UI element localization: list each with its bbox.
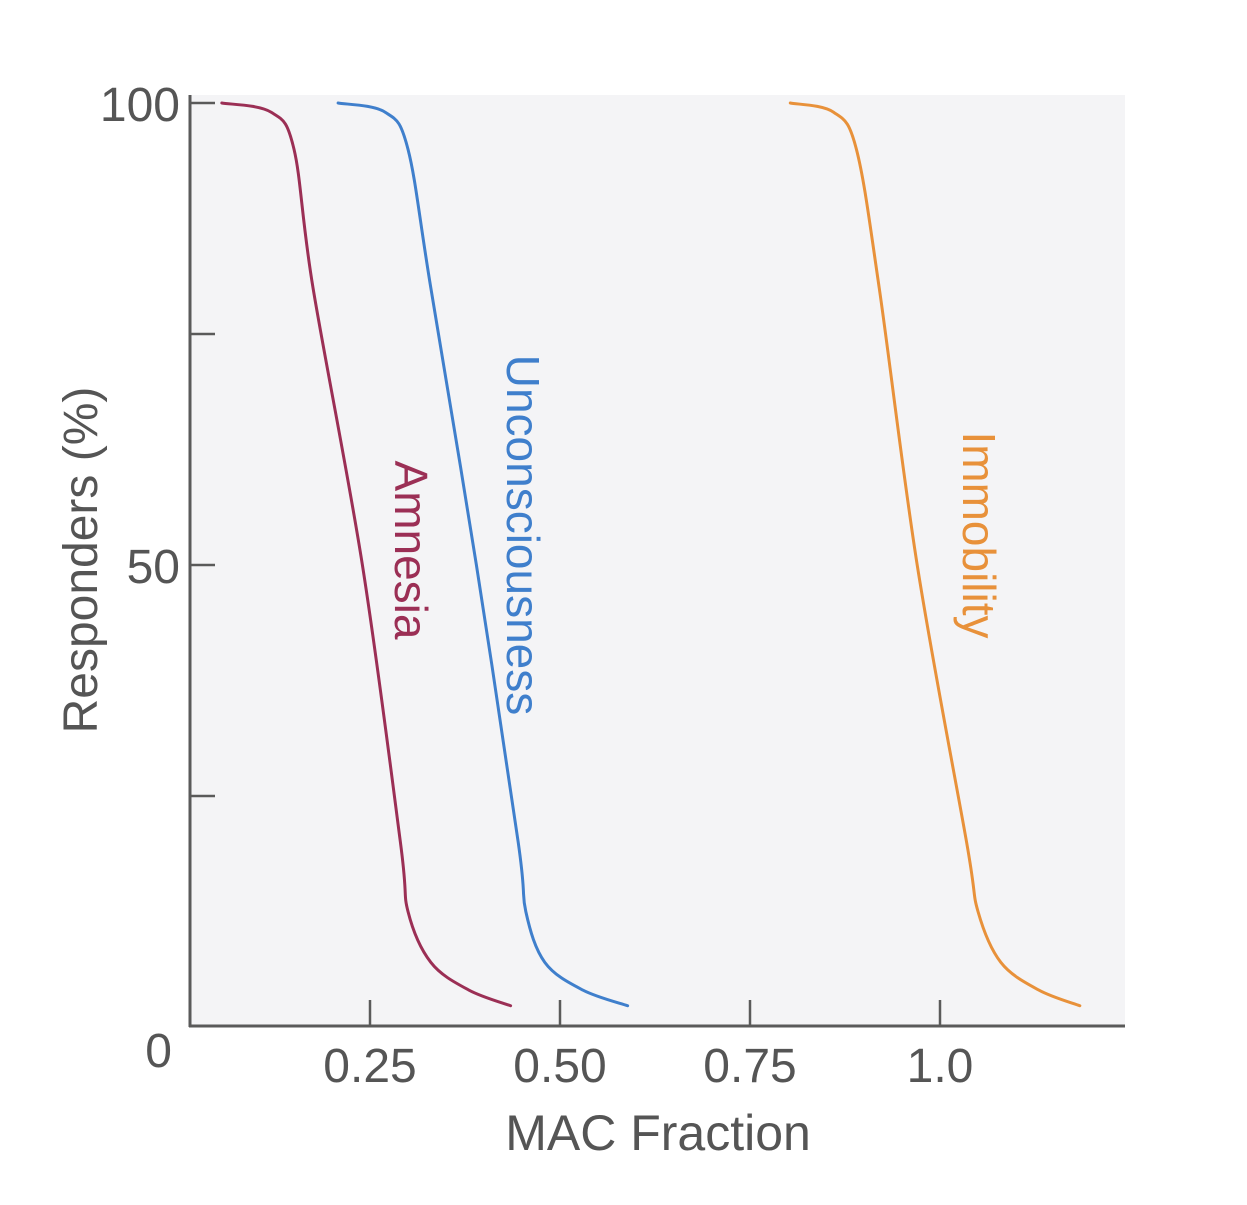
y-tick-label: 50 <box>127 541 180 594</box>
y-axis-label: Responders (%) <box>55 387 108 734</box>
plot-background <box>190 95 1125 1026</box>
y-tick-label: 100 <box>100 79 180 132</box>
x-tick-label: 0.25 <box>323 1040 416 1093</box>
series-label: Immobility <box>953 431 1005 638</box>
x-tick-label: 0.50 <box>513 1040 606 1093</box>
y-tick-label: 0 <box>145 1025 172 1078</box>
x-axis-label: MAC Fraction <box>505 1105 811 1161</box>
series-label: Unconsciousness <box>497 355 549 716</box>
x-tick-label: 0.75 <box>703 1040 796 1093</box>
series-line-unconsciousness <box>336 101 630 1008</box>
series-label: Amnesia <box>385 461 437 640</box>
x-tick-label: 1.0 <box>907 1040 974 1093</box>
series-line-amnesia <box>220 101 513 1008</box>
series-line-immobility <box>788 101 1082 1008</box>
